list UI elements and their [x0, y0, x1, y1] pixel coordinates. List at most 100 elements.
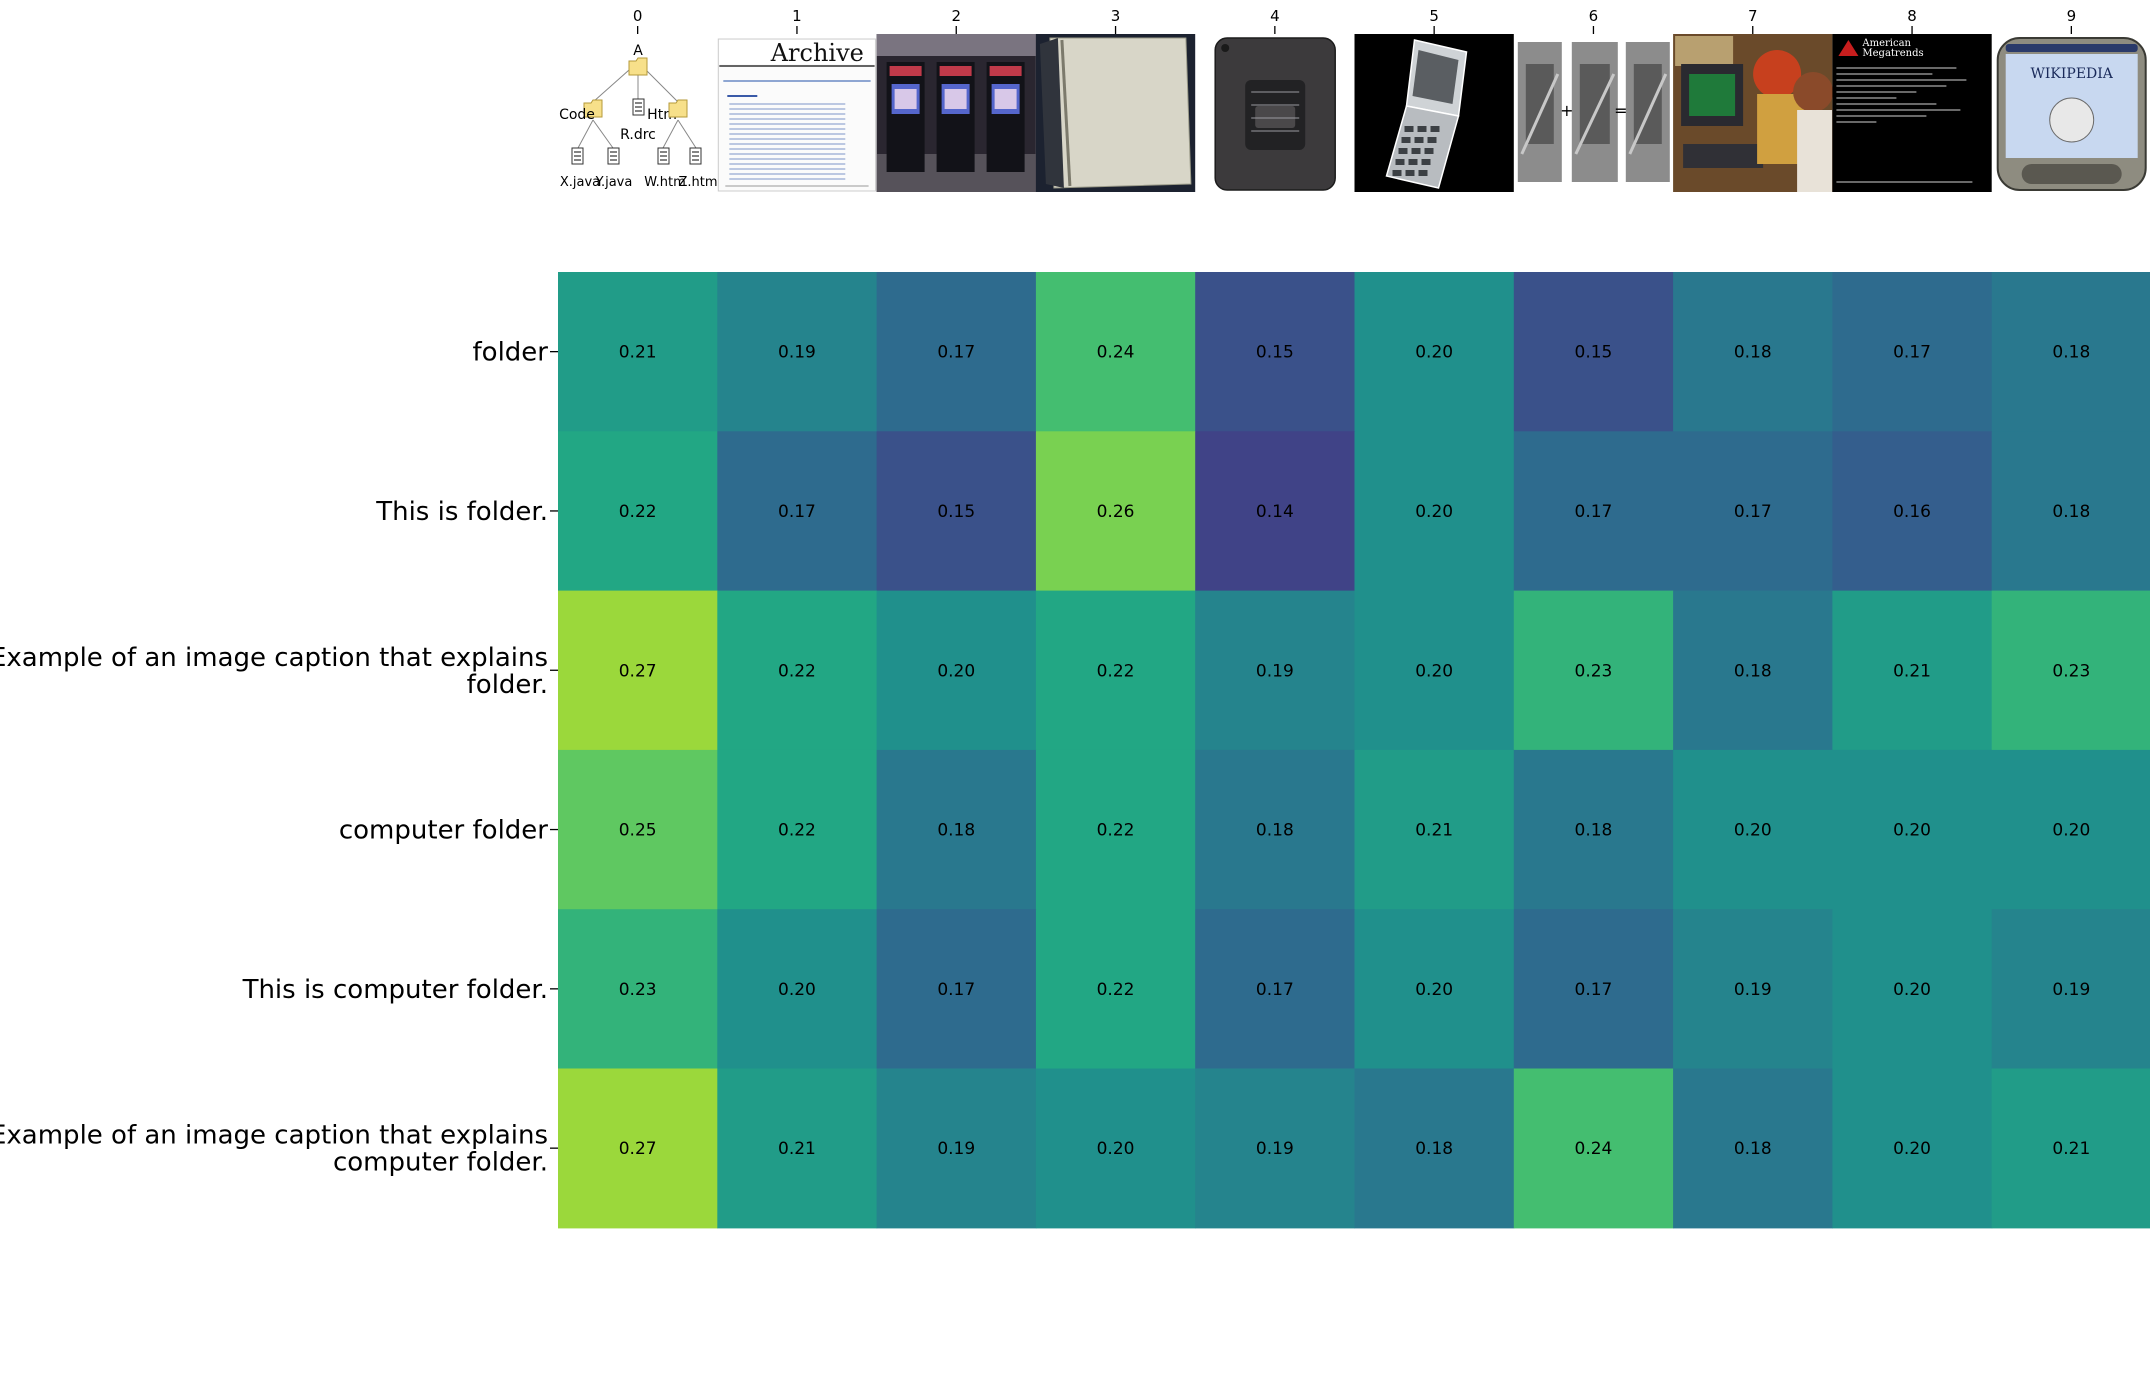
cell-value-label: 0.18	[1256, 821, 1294, 841]
thumbnail-text: Code	[559, 107, 595, 123]
heatmap-cell	[1195, 909, 1356, 1070]
row-label: Example of an image caption that explain…	[0, 1121, 548, 1178]
cell-value-label: 0.14	[1256, 502, 1294, 522]
heatmap-cell	[1513, 590, 1674, 751]
heatmap-cell	[1673, 431, 1833, 592]
heatmap-cell	[717, 1068, 878, 1229]
heatmap-cell	[1035, 749, 1196, 910]
cell-value-label: 0.24	[1097, 343, 1135, 363]
column-label: 8	[1907, 7, 1917, 25]
thumbnail-1-archive-page: Archive	[717, 38, 877, 192]
cell-value-label: 0.20	[1893, 1139, 1931, 1159]
heatmap-cell	[876, 749, 1037, 910]
cell-value-label: 0.23	[2052, 661, 2090, 681]
thumbnail-text: Y.java	[595, 175, 633, 190]
heatmap-cell	[1991, 590, 2150, 751]
heatmap-cell	[1513, 909, 1674, 1070]
thumbnail-9-handheld-wikipedia: WIKIPEDIA	[1996, 37, 2147, 191]
cell-value-label: 0.17	[1893, 343, 1931, 363]
heatmap-cell	[1832, 1068, 1993, 1229]
heatmap-cell	[558, 1068, 718, 1229]
cell-value-label: 0.22	[778, 661, 816, 681]
cell-value-label: 0.20	[1893, 980, 1931, 1000]
heatmap-cell	[558, 431, 718, 592]
cell-value-label: 0.15	[1575, 343, 1613, 363]
cell-value-label: 0.19	[778, 343, 816, 363]
heatmap-cell	[1035, 909, 1196, 1070]
heatmap-cell	[1354, 431, 1515, 592]
cell-value-label: 0.17	[937, 980, 975, 1000]
heatmap-cell	[1354, 1068, 1515, 1229]
column-label: 2	[951, 7, 961, 25]
cell-value-label: 0.15	[1256, 343, 1294, 363]
thumbnail-text: Megatrends	[1862, 48, 1923, 59]
thumbnail-5-flip-phone	[1354, 34, 1514, 192]
heatmap-cell	[1991, 272, 2150, 432]
column-label: 9	[2067, 7, 2077, 25]
heatmap-cell	[558, 590, 718, 751]
heatmap-cell	[1991, 749, 2150, 910]
heatmap-cell	[1991, 909, 2150, 1070]
cell-value-label: 0.25	[619, 821, 657, 841]
cell-value-label: 0.20	[1734, 821, 1772, 841]
cell-value-label: 0.18	[1415, 1139, 1453, 1159]
heatmap-cell	[876, 590, 1037, 751]
heatmap-cell	[1035, 272, 1196, 432]
thumbnail-text: W.htm	[644, 175, 686, 190]
cell-value-label: 0.17	[1575, 980, 1613, 1000]
cell-value-label: 0.18	[1734, 343, 1772, 363]
cell-value-label: 0.17	[1734, 502, 1772, 522]
thumbnail-text: A	[633, 43, 643, 59]
cell-value-label: 0.20	[1893, 821, 1931, 841]
heatmap-cell	[558, 909, 718, 1070]
heatmap-cell	[717, 749, 878, 910]
cell-value-label: 0.21	[1415, 821, 1453, 841]
cell-value-label: 0.20	[937, 661, 975, 681]
thumbnail-text: Z.htm	[678, 175, 717, 190]
heatmap-cell	[1354, 909, 1515, 1070]
heatmap-cell	[1513, 749, 1674, 910]
heatmap-cell	[717, 909, 878, 1070]
heatmap-cell	[1832, 749, 1993, 910]
folder-icon	[668, 99, 688, 118]
cell-value-label: 0.27	[619, 1139, 657, 1159]
cell-value-label: 0.22	[1097, 821, 1135, 841]
cell-value-label: 0.19	[2052, 980, 2090, 1000]
cell-value-label: 0.22	[778, 821, 816, 841]
heatmap-cell	[1035, 431, 1196, 592]
cell-value-label: 0.20	[1415, 502, 1453, 522]
cell-value-label: 0.26	[1097, 502, 1135, 522]
heatmap-cell	[876, 272, 1037, 432]
cell-value-label: 0.19	[1256, 661, 1294, 681]
cell-value-label: 0.17	[1256, 980, 1294, 1000]
thumbnail-4-electronic-module	[1214, 37, 1336, 191]
cell-value-label: 0.18	[2052, 502, 2090, 522]
heatmap-cell	[558, 749, 718, 910]
heatmap-cell	[1195, 272, 1356, 432]
heatmap-cell	[717, 590, 878, 751]
heatmap-cell	[1673, 909, 1833, 1070]
thumbnail-2-arcade-cabinets	[876, 34, 1036, 192]
column-label: 6	[1589, 7, 1599, 25]
row-label: Example of an image caption that explain…	[0, 643, 548, 700]
thumbnail-text: R.drc	[620, 127, 656, 143]
thumbnail-3-open-notebook	[1035, 34, 1196, 192]
heatmap-cell	[876, 431, 1037, 592]
heatmap-cell	[1195, 749, 1356, 910]
cell-value-label: 0.23	[619, 980, 657, 1000]
column-label: 7	[1748, 7, 1758, 25]
cell-value-label: 0.20	[2052, 821, 2090, 841]
heatmap-cell	[558, 272, 718, 432]
cell-value-label: 0.18	[2052, 343, 2090, 363]
heatmap-cell	[1195, 431, 1356, 592]
cell-value-label: 0.20	[1415, 980, 1453, 1000]
cell-value-label: 0.27	[619, 661, 657, 681]
column-label: 1	[792, 7, 802, 25]
heatmap-cell	[1673, 749, 1833, 910]
cell-value-label: 0.21	[619, 343, 657, 363]
cell-value-label: 0.24	[1575, 1139, 1613, 1159]
